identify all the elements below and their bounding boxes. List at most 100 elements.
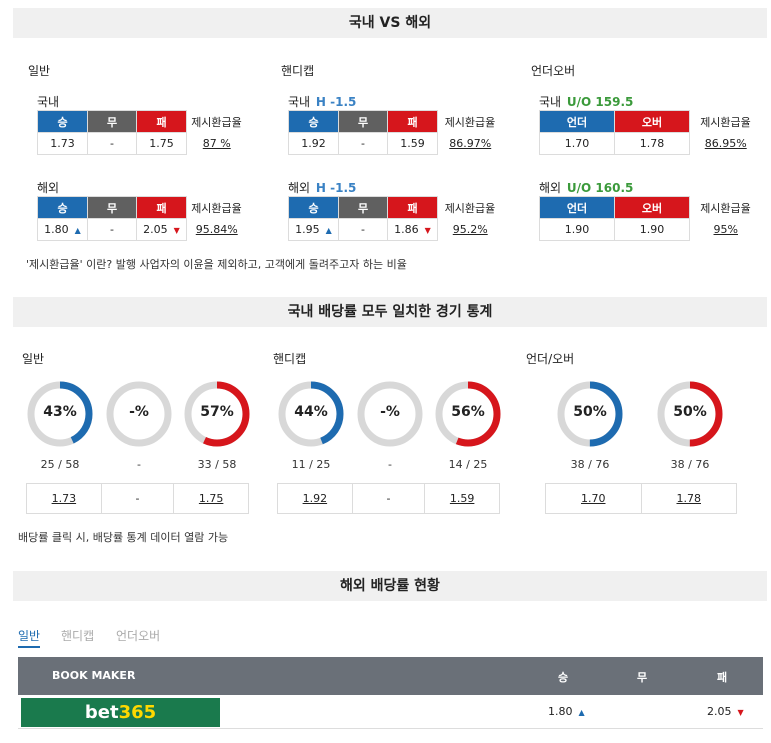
- rate-label: 제시환급율: [700, 201, 751, 215]
- col-bookmaker: BOOK MAKER: [52, 669, 136, 682]
- stats-overunder-title: 언더/오버: [526, 352, 575, 366]
- stats-uo-odds-row: 1.70 1.78: [545, 483, 737, 514]
- table-row: bet365 1.80 ▲ 2.05 ▼: [18, 695, 763, 729]
- draw-odds: -: [87, 218, 137, 241]
- lose-header: 패: [387, 110, 438, 133]
- donut-percent: 50%: [673, 404, 707, 420]
- draw-odds: -: [87, 132, 137, 155]
- donut-percent: -%: [380, 404, 400, 420]
- domestic-label: 국내: [37, 95, 60, 109]
- donut-ring: [184, 381, 250, 447]
- stats-general-odds-row: 1.73 - 1.75: [26, 483, 249, 514]
- overunder-title: 언더오버: [531, 64, 576, 78]
- win-odds-cell: 1.80 ▲: [37, 218, 88, 241]
- lose-header: 패: [387, 196, 438, 219]
- win-header: 승: [37, 196, 88, 219]
- odds-link-lose[interactable]: 1.75: [173, 483, 249, 514]
- rate-label: 제시환급율: [444, 115, 496, 129]
- odds-link-under[interactable]: 1.70: [545, 483, 642, 514]
- general-title: 일반: [28, 64, 51, 78]
- count-general-lose: 33 / 58: [197, 458, 237, 471]
- under-header: 언더: [539, 196, 615, 219]
- under-odds: 1.70: [539, 132, 615, 155]
- donut-percent: 56%: [451, 404, 485, 420]
- odds-link-win[interactable]: 1.73: [26, 483, 102, 514]
- count-over: 38 / 76: [670, 458, 710, 471]
- rate-value: 95.2%: [452, 223, 488, 236]
- tab-handicap[interactable]: 핸디캡: [61, 629, 95, 643]
- bookmaker-table-header: BOOK MAKER 승 무 패: [18, 657, 763, 695]
- draw-odds: -: [338, 218, 388, 241]
- logo-text-b: 365: [118, 702, 157, 723]
- odds-link-win[interactable]: 1.92: [277, 483, 353, 514]
- donut-ring: [435, 381, 501, 447]
- section-header-domestic-vs-overseas: 국내 VS 해외: [13, 8, 767, 38]
- draw-odds: -: [338, 132, 388, 155]
- lose-odds: 1.75: [136, 132, 187, 155]
- section-header-matching-stats: 국내 배당률 모두 일치한 경기 통계: [13, 297, 767, 327]
- win-odds-cell: 1.95 ▲: [288, 218, 339, 241]
- handicap-line: H -1.5: [315, 95, 357, 109]
- donut-percent: -%: [129, 404, 149, 420]
- donut-arc: [657, 381, 723, 447]
- odds-draw: -: [351, 483, 426, 514]
- donut-ring: [27, 381, 93, 447]
- domestic-label: 국내: [288, 95, 311, 109]
- lose-odds: 1.59: [387, 132, 438, 155]
- lose-odds: 1.86: [394, 223, 419, 236]
- arrow-down-icon: ▼: [737, 708, 744, 717]
- overseas-label: 해외: [37, 181, 60, 195]
- donut-under: 50%: [556, 380, 624, 448]
- donut-arc: [278, 381, 344, 447]
- uo-line: U/O 159.5: [566, 95, 634, 109]
- donut-handicap-draw: -%: [356, 380, 424, 448]
- tab-overunder[interactable]: 언더오버: [116, 629, 161, 643]
- odds-link-lose[interactable]: 1.59: [424, 483, 500, 514]
- donut-ring: [357, 381, 423, 447]
- donut-general-win: 43%: [26, 380, 94, 448]
- win-odds: 1.80: [548, 705, 573, 718]
- bet365-logo: bet365: [21, 698, 220, 727]
- under-odds: 1.90: [539, 218, 615, 241]
- logo-text-a: bet: [84, 702, 119, 723]
- stats-handicap-odds-row: 1.92 - 1.59: [277, 483, 500, 514]
- win-odds: 1.92: [288, 132, 339, 155]
- donut-ring: [278, 381, 344, 447]
- lose-odds-cell: 2.05 ▼: [136, 218, 187, 241]
- win-header: 승: [37, 110, 88, 133]
- overseas-uo-label: 해외 U/O 160.5: [539, 179, 633, 196]
- donut-handicap-win: 44%: [277, 380, 345, 448]
- donut-percent: 50%: [573, 404, 607, 420]
- rate-label: 제시환급율: [191, 115, 242, 129]
- domestic-label: 국내: [539, 95, 562, 109]
- rate-value: 87 %: [202, 137, 231, 150]
- rate-explanation-note: '제시환급율' 이란? 발행 사업자의 이윤을 제외하고, 고객에게 돌려주고자…: [26, 258, 407, 271]
- lose-odds: 2.05: [143, 223, 168, 236]
- stats-click-note: 배당률 클릭 시, 배당률 통계 데이터 열람 가능: [18, 531, 229, 544]
- domestic-handicap-label: 국내 H -1.5: [288, 93, 356, 110]
- donut-percent: 44%: [294, 404, 328, 420]
- rate-label: 제시환급율: [444, 201, 496, 215]
- handicap-line: H -1.5: [315, 181, 357, 195]
- count-handicap-lose: 14 / 25: [448, 458, 488, 471]
- odds-link-over[interactable]: 1.78: [640, 483, 737, 514]
- handicap-title: 핸디캡: [281, 64, 315, 78]
- donut-ring: [657, 381, 723, 447]
- donut-ring: [557, 381, 623, 447]
- general-overseas-odds-table: 승 무 패 제시환급율 1.80 ▲ - 2.05 ▼ 95.84%: [37, 196, 247, 241]
- donut-over: 50%: [656, 380, 724, 448]
- win-odds: 1.80: [44, 223, 69, 236]
- arrow-down-icon: ▼: [173, 226, 180, 235]
- overseas-label: 해외: [539, 181, 562, 195]
- overseas-handicap-label: 해외 H -1.5: [288, 179, 356, 196]
- section-header-overseas-odds: 해외 배당률 현황: [13, 571, 767, 601]
- domestic-uo-label: 국내 U/O 159.5: [539, 93, 633, 110]
- tab-general[interactable]: 일반: [18, 627, 41, 648]
- count-general-win: 25 / 58: [40, 458, 80, 471]
- win-odds: 1.73: [37, 132, 88, 155]
- arrow-up-icon: ▲: [578, 708, 585, 717]
- stats-general-title: 일반: [22, 352, 45, 366]
- arrow-up-icon: ▲: [74, 226, 81, 235]
- win-odds: 1.95: [295, 223, 320, 236]
- rate-value: 95.84%: [195, 223, 238, 236]
